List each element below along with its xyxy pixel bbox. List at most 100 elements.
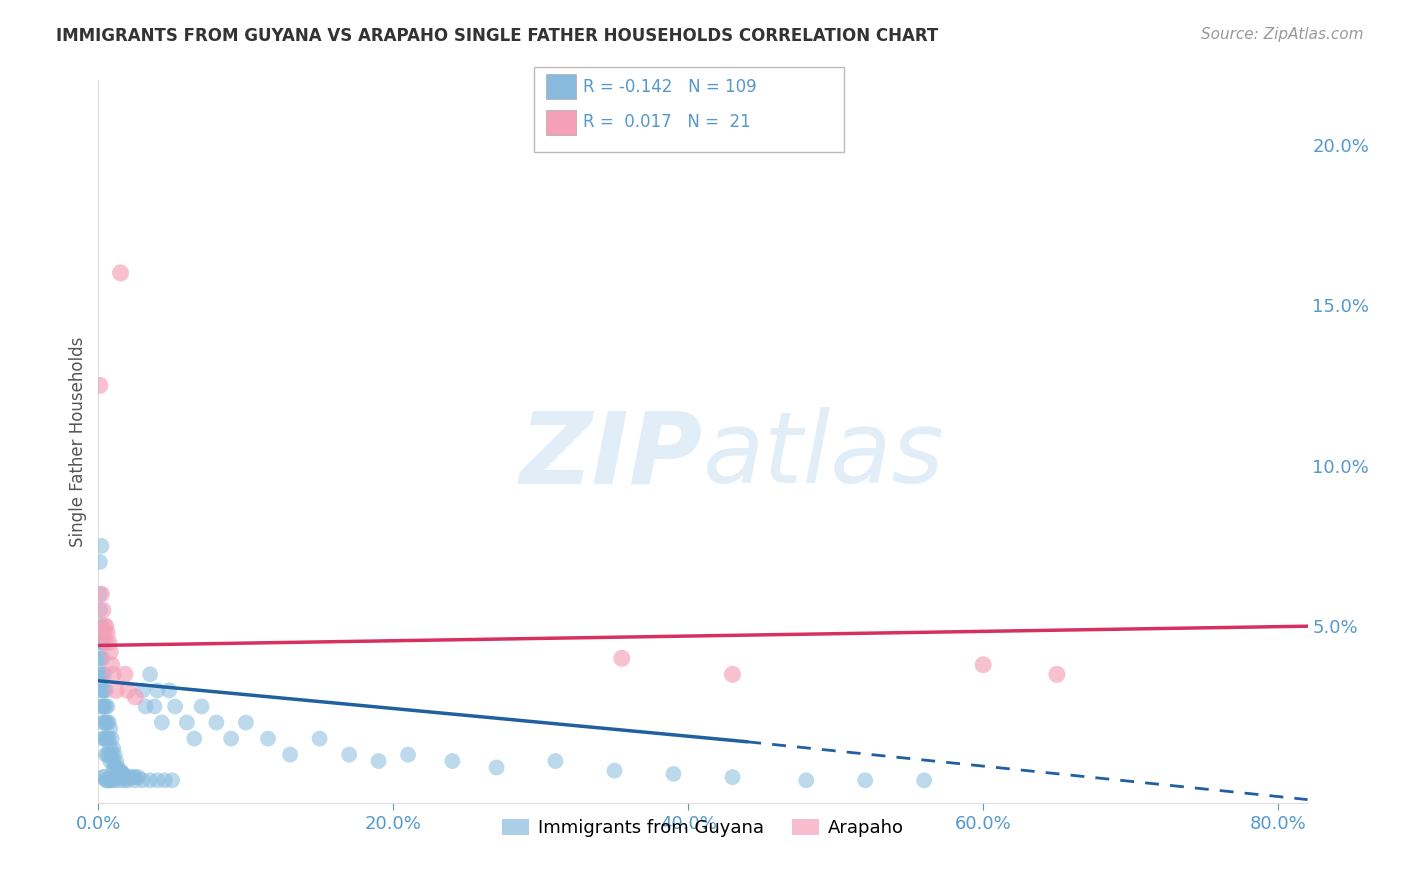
Text: atlas: atlas bbox=[703, 408, 945, 505]
Point bbox=[1046, 667, 1069, 681]
Point bbox=[105, 773, 128, 788]
Point bbox=[107, 760, 129, 774]
Point bbox=[110, 266, 132, 280]
Point bbox=[235, 715, 257, 730]
Point bbox=[105, 754, 128, 768]
Point bbox=[91, 770, 114, 784]
Point bbox=[91, 683, 114, 698]
Point bbox=[98, 645, 121, 659]
Point bbox=[101, 764, 124, 778]
Point bbox=[90, 667, 112, 681]
Point bbox=[91, 699, 114, 714]
Point bbox=[101, 773, 124, 788]
Y-axis label: Single Father Households: Single Father Households bbox=[69, 336, 87, 547]
Point bbox=[122, 770, 145, 784]
Point bbox=[93, 667, 115, 681]
Point bbox=[110, 767, 132, 781]
Point bbox=[93, 715, 115, 730]
Point bbox=[91, 715, 114, 730]
Point bbox=[89, 667, 111, 681]
Point bbox=[90, 587, 112, 601]
Point bbox=[794, 773, 817, 788]
Point bbox=[146, 773, 169, 788]
Point bbox=[96, 731, 118, 746]
Point bbox=[91, 731, 114, 746]
Point bbox=[97, 773, 120, 788]
Point bbox=[117, 683, 139, 698]
Point bbox=[139, 773, 162, 788]
Point bbox=[127, 770, 149, 784]
Point bbox=[603, 764, 626, 778]
Point bbox=[544, 754, 567, 768]
Point bbox=[89, 603, 111, 617]
Point bbox=[150, 715, 173, 730]
Point bbox=[97, 715, 120, 730]
Point bbox=[721, 667, 744, 681]
Point bbox=[100, 657, 122, 672]
Point bbox=[94, 635, 117, 649]
Point bbox=[96, 625, 118, 640]
Point bbox=[117, 770, 139, 784]
Point bbox=[90, 683, 112, 698]
Point bbox=[972, 657, 994, 672]
Point bbox=[124, 690, 146, 704]
Point bbox=[367, 754, 389, 768]
Point bbox=[117, 773, 139, 788]
Text: IMMIGRANTS FROM GUYANA VS ARAPAHO SINGLE FATHER HOUSEHOLDS CORRELATION CHART: IMMIGRANTS FROM GUYANA VS ARAPAHO SINGLE… bbox=[56, 27, 938, 45]
Point bbox=[110, 764, 132, 778]
Point bbox=[105, 683, 128, 698]
Point bbox=[257, 731, 280, 746]
Point bbox=[219, 731, 242, 746]
Point bbox=[853, 773, 876, 788]
Text: Source: ZipAtlas.com: Source: ZipAtlas.com bbox=[1201, 27, 1364, 42]
Point bbox=[165, 699, 187, 714]
Point bbox=[94, 773, 117, 788]
Text: ZIP: ZIP bbox=[520, 408, 703, 505]
Point bbox=[93, 625, 115, 640]
Point bbox=[98, 722, 121, 736]
Point bbox=[91, 667, 114, 681]
Point bbox=[98, 741, 121, 756]
Point bbox=[93, 699, 115, 714]
Point bbox=[98, 754, 121, 768]
Point bbox=[176, 715, 198, 730]
Point bbox=[93, 619, 115, 633]
Point bbox=[120, 770, 142, 784]
Point bbox=[308, 731, 330, 746]
Point bbox=[104, 747, 127, 762]
Point bbox=[337, 747, 360, 762]
Point bbox=[91, 635, 114, 649]
Point bbox=[89, 555, 111, 569]
Point bbox=[94, 619, 117, 633]
Point bbox=[114, 773, 136, 788]
Point bbox=[183, 731, 205, 746]
Point bbox=[662, 767, 685, 781]
Point bbox=[114, 667, 136, 681]
Point bbox=[105, 764, 128, 778]
Point bbox=[111, 767, 134, 781]
Point bbox=[96, 715, 118, 730]
Point bbox=[131, 683, 153, 698]
Point bbox=[100, 731, 122, 746]
Point bbox=[90, 651, 112, 665]
Point bbox=[110, 773, 132, 788]
Point bbox=[441, 754, 464, 768]
Point bbox=[115, 770, 138, 784]
Point bbox=[139, 667, 162, 681]
Point bbox=[157, 683, 180, 698]
Point bbox=[90, 699, 112, 714]
Point bbox=[278, 747, 301, 762]
Point bbox=[124, 773, 146, 788]
Point bbox=[91, 651, 114, 665]
Point bbox=[90, 619, 112, 633]
Text: R =  0.017   N =  21: R = 0.017 N = 21 bbox=[583, 113, 751, 131]
Point bbox=[93, 731, 115, 746]
Point bbox=[153, 773, 176, 788]
Point bbox=[396, 747, 419, 762]
Point bbox=[124, 770, 146, 784]
Point bbox=[101, 667, 124, 681]
Point bbox=[93, 770, 115, 784]
Point bbox=[104, 760, 127, 774]
Point bbox=[912, 773, 935, 788]
Point bbox=[90, 635, 112, 649]
